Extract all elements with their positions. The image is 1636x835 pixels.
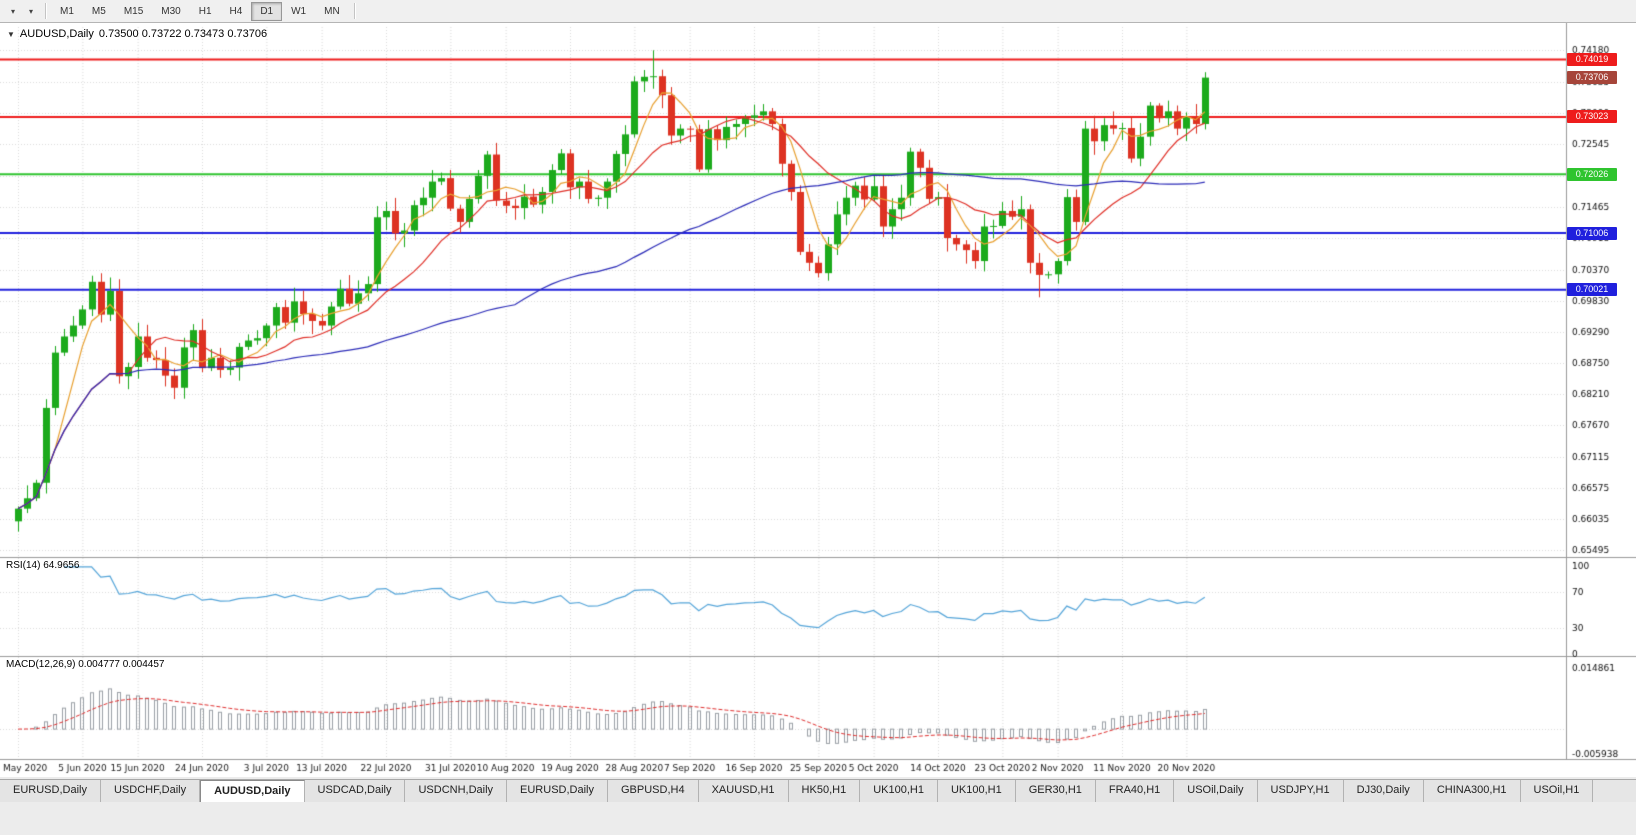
symbol-tab[interactable]: USOil,Daily — [1174, 780, 1258, 802]
symbol-tab[interactable]: GBPUSD,H4 — [608, 780, 699, 802]
chart-area: ▼ AUDUSD,Daily 0.73500 0.73722 0.73473 0… — [0, 23, 1636, 777]
chart-dropdown-left-icon[interactable]: ▾ — [10, 6, 15, 16]
timeframe-button-MN[interactable]: MN — [324, 5, 340, 17]
symbol-tab-bar: EURUSD,Daily USDCHF,Daily AUDUSD,Daily USDC… — [0, 779, 1636, 802]
symbol-tab[interactable]: FRA40,H1 — [1095, 780, 1175, 802]
price-line-badge[interactable]: 0.73023 — [1567, 110, 1617, 124]
status-filler — [0, 802, 1636, 834]
symbol-tab[interactable]: USDCAD,Daily — [304, 780, 406, 802]
symbol-tab[interactable]: USOil,H1 — [1520, 780, 1594, 802]
timeframe-button-M1[interactable]: M1 — [60, 5, 74, 17]
symbol-tab[interactable]: EURUSD,Daily — [0, 780, 101, 802]
symbol-tab[interactable]: AUDUSD,Daily — [200, 780, 305, 802]
toolbar-separator — [45, 3, 46, 19]
collapse-panel-icon[interactable]: ▼ — [7, 29, 15, 39]
top-toolbar: ▾ ▾ M1 M5 M15 M30 H1 H4 D1 W1 MN — [0, 0, 1636, 23]
price-line-badge[interactable]: 0.74019 — [1567, 53, 1617, 67]
symbol-tab[interactable]: UK100,H1 — [937, 780, 1016, 802]
symbol-tab[interactable]: XAUUSD,H1 — [698, 780, 789, 802]
price-line-badge[interactable]: 0.72026 — [1567, 167, 1617, 181]
price-chart-canvas[interactable] — [0, 23, 1636, 777]
price-line-badge[interactable]: 0.70021 — [1567, 283, 1617, 297]
macd-indicator-title: MACD(12,26,9) 0.004777 0.004457 — [6, 659, 165, 670]
symbol-tab[interactable]: GER30,H1 — [1015, 780, 1096, 802]
chart-title: ▼ AUDUSD,Daily 0.73500 0.73722 0.73473 0… — [7, 28, 267, 40]
chart-symbol-label: AUDUSD,Daily — [19, 28, 94, 40]
symbol-tab[interactable]: UK100,H1 — [860, 780, 938, 802]
timeframe-button-M30[interactable]: M30 — [161, 5, 181, 17]
timeframe-button-H1[interactable]: H1 — [198, 5, 212, 17]
symbol-tab[interactable]: USDCNH,Daily — [405, 780, 508, 802]
chart-dropdown-right-icon[interactable]: ▾ — [28, 6, 33, 16]
timeframe-button-D1[interactable]: D1 — [251, 1, 283, 21]
symbol-tab[interactable]: EURUSD,Daily — [507, 780, 608, 802]
current-price-badge: 0.73706 — [1567, 71, 1617, 85]
symbol-tab[interactable]: CHINA300,H1 — [1423, 780, 1521, 802]
symbol-tab[interactable]: DJ30,Daily — [1343, 780, 1424, 802]
toolbar-separator — [353, 3, 355, 19]
symbol-tab[interactable]: USDCHF,Daily — [100, 780, 201, 802]
chart-ohlc-values: 0.73500 0.73722 0.73473 0.73706 — [98, 28, 268, 40]
rsi-indicator-title: RSI(14) 64.9656 — [6, 560, 80, 571]
timeframe-button-M15[interactable]: M15 — [123, 5, 144, 17]
timeframe-button-H4[interactable]: H4 — [229, 5, 243, 17]
price-line-badge[interactable]: 0.71006 — [1567, 226, 1617, 240]
timeframe-button-M5[interactable]: M5 — [91, 5, 106, 17]
symbol-tab[interactable]: USDJPY,H1 — [1257, 780, 1344, 802]
symbol-tab[interactable]: HK50,H1 — [788, 780, 861, 802]
timeframe-button-group: M1 M5 M15 M30 H1 H4 D1 W1 MN — [51, 1, 349, 21]
timeframe-button-W1[interactable]: W1 — [291, 5, 307, 17]
